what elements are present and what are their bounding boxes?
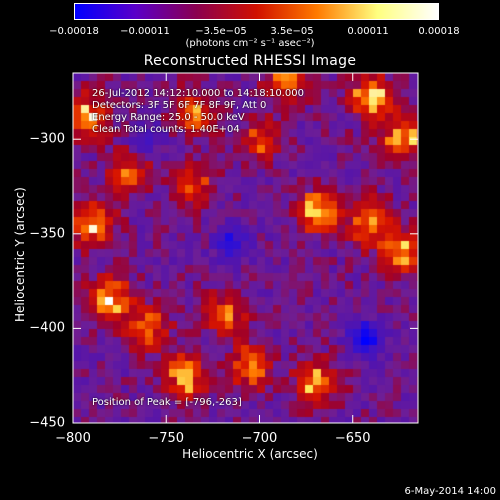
annotation-time: 26-Jul-2012 14:12:10.000 to 14:18:10.000 [92,88,304,99]
annotation-detectors: Detectors: 3F 5F 6F 7F 8F 9F, Att 0 [92,100,267,111]
colorbar-tick-label: 3.5e−05 [270,26,314,37]
annotation-peak: Position of Peak = [-796,-263] [92,397,242,408]
y-tick-label: −350 [29,226,65,242]
x-tick-label: −750 [148,431,185,446]
annotation-energy: Energy Range: 25.0 - 50.0 keV [92,112,245,123]
y-tick-label: −300 [29,131,65,147]
x-axis-label: Heliocentric X (arcsec) [182,447,318,461]
colorbar [74,3,439,20]
colorbar-tick-label: −3.5e−05 [195,26,247,37]
y-tick-label: −450 [29,415,65,431]
x-tick-label: −700 [241,431,278,446]
annotation-counts: Clean Total counts: 1.40E+04 [92,124,240,135]
colorbar-tick-label: −0.00011 [120,26,170,37]
colorbar-units: (photons cm⁻² s⁻¹ asec⁻²) [185,38,315,49]
footer-date: 6-May-2014 14:00 [404,486,496,497]
chart-title: Reconstructed RHESSI Image [143,53,357,69]
x-tick-label: −800 [55,431,91,446]
colorbar-tick-label: 0.00011 [347,26,389,37]
x-tick-label: −650 [334,431,371,446]
colorbar-tick-label: 0.00018 [418,26,460,37]
colorbar-tick-label: −0.00018 [49,26,99,37]
y-tick-label: −400 [29,320,65,336]
y-axis-label: Heliocentric Y (arcsec) [13,187,27,322]
